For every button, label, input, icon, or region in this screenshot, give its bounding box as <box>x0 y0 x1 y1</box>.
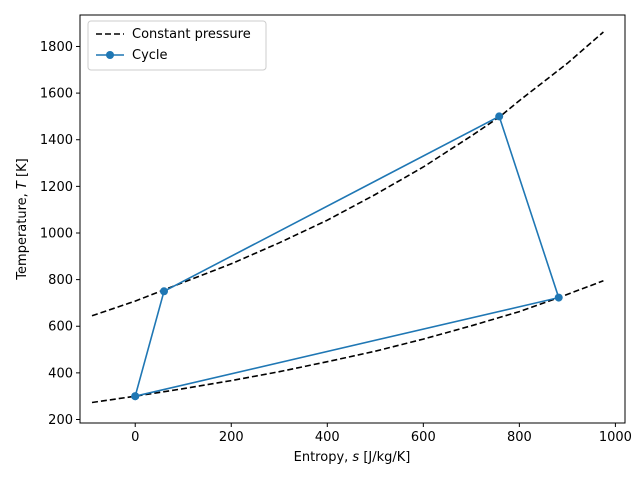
constant-pressure-curve-1 <box>91 31 604 317</box>
cycle-point <box>554 293 563 302</box>
y-tick-label: 1400 <box>40 133 73 148</box>
y-tick-label: 1000 <box>40 226 73 241</box>
x-axis-label: Entropy, s [J/kg/K] <box>294 450 411 465</box>
plot-frame <box>79 14 626 424</box>
y-axis-label: Temperature, T [K] <box>15 158 30 280</box>
y-tick-label: 1200 <box>40 180 73 195</box>
x-tick-label: 1000 <box>599 430 632 445</box>
x-tick-label: 400 <box>315 430 340 445</box>
y-tick-label: 1600 <box>40 87 73 102</box>
y-tick-label: 1800 <box>40 40 73 55</box>
y-tick-label: 200 <box>48 413 73 428</box>
constant-pressure-curve-2 <box>91 280 604 404</box>
y-tick-label: 600 <box>48 320 73 335</box>
x-tick-label: 800 <box>507 430 532 445</box>
y-tick-label: 800 <box>48 273 73 288</box>
cycle-point <box>131 392 140 401</box>
axis-ticks: 0 200 400 600 800 1000 200 400 600 800 1000 1200 140… <box>40 40 632 445</box>
cycle-point <box>495 112 504 121</box>
cycle-line <box>134 115 560 397</box>
legend-marker-cycle <box>106 51 114 59</box>
x-tick-label: 0 <box>131 430 139 445</box>
y-tick-label: 400 <box>48 366 73 381</box>
x-tick-label: 200 <box>219 430 244 445</box>
legend-box <box>87 20 267 71</box>
legend: Constant pressure Cycle <box>87 20 267 71</box>
x-tick-label: 600 <box>411 430 436 445</box>
legend-label-constant-pressure: Constant pressure <box>132 27 251 42</box>
cycle-point <box>160 287 168 296</box>
plot-area <box>91 31 604 404</box>
legend-label-cycle: Cycle <box>132 48 168 63</box>
